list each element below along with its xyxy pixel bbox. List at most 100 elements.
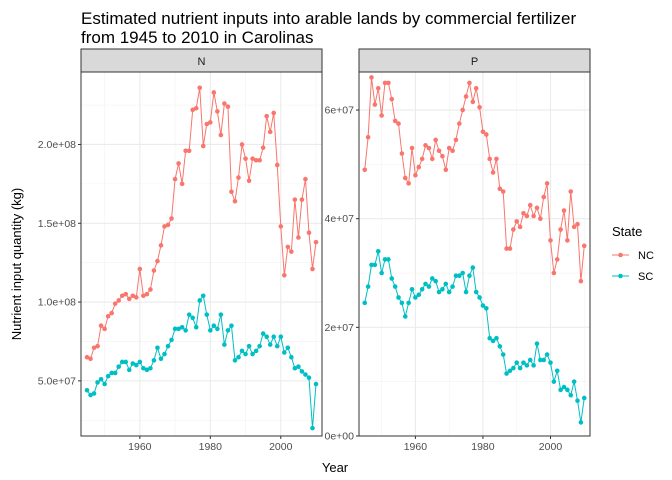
data-point-NC <box>406 181 411 186</box>
data-point-NC <box>158 243 164 248</box>
panel-N: N 1960 1980 2000 5.0e+07 1.0e+08 1.5e+08 2.0e+0… <box>38 48 323 453</box>
data-point-SC <box>236 354 241 360</box>
y-axis-title: Nutrient input quantity (kg) <box>9 188 24 340</box>
data-point-NC <box>446 145 452 151</box>
x-axis-title: Year <box>322 460 349 475</box>
data-point-SC <box>460 270 465 276</box>
data-point-SC <box>450 284 455 289</box>
facet-strip-label: N <box>198 56 206 68</box>
x-tick-label: 2000 <box>539 441 563 453</box>
data-point-SC <box>257 343 262 349</box>
data-point-SC <box>289 354 294 360</box>
chart-title-line-1: Estimated nutrient inputs into arable la… <box>81 9 576 28</box>
data-point-SC <box>208 328 213 333</box>
data-point-NC <box>105 313 111 319</box>
data-point-SC <box>514 360 520 365</box>
data-point-SC <box>179 324 185 330</box>
data-point-SC <box>158 356 164 362</box>
data-point-NC <box>190 107 195 113</box>
panel-border <box>80 71 323 437</box>
data-point-NC <box>423 143 428 148</box>
data-point-NC <box>267 129 273 135</box>
data-point-SC <box>246 343 252 349</box>
data-point-NC <box>222 101 227 106</box>
x-tick-label: 1980 <box>471 441 495 453</box>
data-point-SC <box>382 257 388 262</box>
data-point-SC <box>473 289 479 295</box>
data-point-SC <box>565 387 570 393</box>
data-point-SC <box>243 351 248 357</box>
data-point-NC <box>116 298 121 303</box>
data-point-NC <box>148 287 153 292</box>
data-point-NC <box>362 167 368 173</box>
data-point-SC <box>524 363 530 368</box>
data-point-SC <box>497 344 503 349</box>
data-point-NC <box>375 86 381 91</box>
data-point-SC <box>477 295 482 300</box>
data-point-SC <box>386 257 391 262</box>
x-tick-label: 2000 <box>269 441 293 453</box>
data-point-NC <box>299 197 305 202</box>
data-point-SC <box>282 350 287 355</box>
data-point-SC <box>440 287 445 292</box>
data-point-NC <box>88 356 93 362</box>
data-point-SC <box>521 360 526 365</box>
data-point-SC <box>215 326 220 332</box>
panel-P: P 1960 1980 2000 0e+00 2e+07 4e+07 6e+07 <box>325 48 591 453</box>
data-point-SC <box>558 387 563 393</box>
data-point-NC <box>165 222 171 228</box>
data-point-SC <box>123 359 129 365</box>
data-point-NC <box>450 148 455 154</box>
data-point-NC <box>575 221 580 227</box>
data-point-SC <box>193 324 199 330</box>
data-point-NC <box>253 157 259 163</box>
data-point-NC <box>460 107 465 113</box>
data-point-SC <box>470 265 476 270</box>
data-point-NC <box>578 278 584 284</box>
data-point-NC <box>208 120 213 125</box>
chart-title: Estimated nutrient inputs into arable la… <box>81 9 576 47</box>
data-point-SC <box>165 343 171 349</box>
data-point-NC <box>232 198 238 204</box>
data-point-SC <box>507 368 513 374</box>
data-point-NC <box>119 293 125 299</box>
data-point-SC <box>531 363 536 368</box>
data-point-SC <box>392 284 398 289</box>
data-point-NC <box>134 295 139 300</box>
data-point-NC <box>416 164 422 170</box>
data-point-NC <box>303 176 308 182</box>
data-point-SC <box>433 278 438 284</box>
data-point-NC <box>527 202 533 208</box>
data-point-SC <box>197 298 203 303</box>
data-point-SC <box>137 359 143 365</box>
data-point-NC <box>473 86 479 91</box>
data-point-SC <box>571 379 577 384</box>
data-point-SC <box>575 398 580 403</box>
data-point-SC <box>534 341 540 346</box>
data-point-SC <box>402 314 408 319</box>
data-point-NC <box>565 238 570 243</box>
data-point-SC <box>200 293 206 299</box>
data-point-NC <box>507 246 513 251</box>
data-point-NC <box>413 172 418 178</box>
data-point-SC <box>296 364 301 369</box>
data-point-SC <box>504 371 509 376</box>
data-point-NC <box>467 80 472 86</box>
data-point-SC <box>457 273 462 279</box>
data-point-SC <box>484 306 489 311</box>
data-point-SC <box>130 361 136 366</box>
data-point-NC <box>504 246 509 251</box>
data-point-NC <box>500 189 506 194</box>
data-point-SC <box>310 425 315 431</box>
data-point-SC <box>548 360 553 365</box>
data-point-SC <box>239 348 245 354</box>
facet-panels: N 1960 1980 2000 5.0e+07 1.0e+08 1.5e+08 2.0e+0… <box>38 48 591 453</box>
data-point-NC <box>282 272 287 278</box>
series-SC <box>84 293 319 431</box>
data-point-NC <box>487 156 493 162</box>
data-point-NC <box>162 224 167 229</box>
data-point-NC <box>554 257 560 262</box>
data-point-SC <box>399 300 405 306</box>
data-point-SC <box>313 381 319 387</box>
data-point-NC <box>141 293 146 299</box>
